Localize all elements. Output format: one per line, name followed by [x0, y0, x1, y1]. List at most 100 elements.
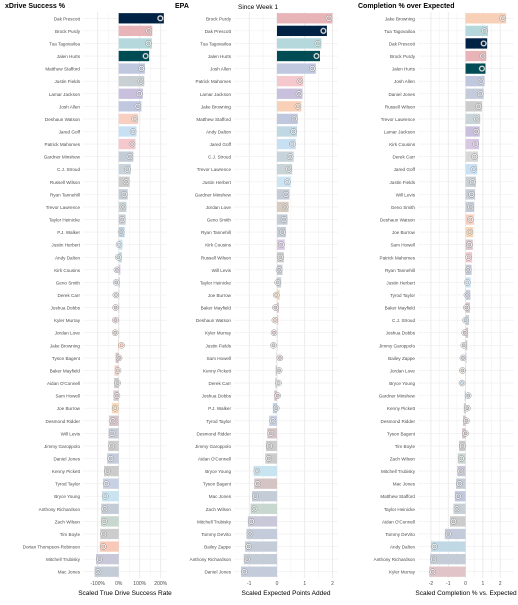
team-logo-icon — [277, 368, 281, 373]
category-label: Gardner Minshew — [195, 192, 232, 197]
category-label: Josh Allen — [59, 104, 80, 109]
category-label: Matthew Stafford — [380, 494, 415, 499]
bar — [118, 327, 120, 338]
bar — [99, 541, 119, 552]
category-label: Mac Jones — [209, 494, 232, 499]
category-label: Dak Prescott — [54, 16, 81, 21]
team-logo-icon — [110, 418, 115, 423]
x-axis-label: Scaled Completion % vs. Expected — [415, 590, 517, 597]
team-logo-icon — [327, 16, 331, 21]
bar — [118, 13, 164, 24]
team-logo-icon — [466, 255, 471, 260]
category-label: P.J. Walker — [208, 406, 231, 411]
team-logo-icon — [455, 506, 459, 511]
category-label: Tim Boyle — [395, 444, 416, 449]
category-label: Kirk Cousins — [205, 243, 231, 248]
team-logo-icon — [132, 117, 137, 121]
team-logo-icon — [279, 242, 284, 247]
x-tick-label: 200% — [154, 581, 167, 587]
category-label: Russell Wilson — [201, 255, 232, 260]
team-logo-icon — [464, 418, 469, 423]
bar — [276, 164, 293, 175]
category-label: Dak Prescott — [205, 29, 232, 34]
category-label: Kenny Pickett — [387, 406, 416, 411]
team-logo-icon — [430, 569, 435, 574]
category-label: Bryce Young — [389, 381, 415, 386]
category-label: Baker Mayfield — [50, 368, 81, 373]
bar — [243, 553, 277, 565]
category-label: Daniel Jones — [204, 570, 231, 575]
category-label: Patrick Mahomes — [380, 255, 416, 260]
category-label: Bryce Young — [54, 494, 80, 499]
team-logo-icon — [102, 519, 107, 524]
team-logo-icon — [102, 506, 107, 511]
team-logo-icon — [275, 280, 280, 285]
team-logo-icon — [116, 368, 120, 373]
team-logo-icon — [105, 469, 110, 473]
bar — [100, 528, 119, 540]
category-label: Ryan Tannehill — [201, 230, 231, 235]
bar — [118, 63, 145, 74]
team-logo-icon — [292, 117, 297, 121]
bar — [465, 126, 480, 137]
team-logo-icon — [252, 506, 256, 511]
bar — [101, 491, 119, 502]
x-tick-label: 2 — [331, 581, 334, 587]
bar — [429, 566, 466, 577]
team-logo-icon — [463, 431, 468, 436]
bar — [118, 50, 150, 62]
category-label: Dorian Thompson-Robinson — [23, 545, 81, 550]
team-logo-icon — [458, 469, 463, 473]
category-label: Derek Carr — [58, 293, 81, 298]
team-logo-icon — [462, 330, 467, 335]
bar — [118, 138, 136, 150]
team-logo-icon — [468, 217, 473, 222]
team-logo-icon — [474, 117, 479, 121]
x-tick-label: 100% — [133, 581, 146, 587]
team-logo-icon — [119, 230, 123, 234]
category-label: Lamar Jackson — [49, 92, 81, 97]
team-logo-icon — [113, 305, 118, 310]
team-logo-icon — [284, 192, 288, 197]
category-label: Tim Boyle — [60, 532, 81, 537]
team-logo-icon — [273, 318, 277, 323]
category-label: Mitchell Trubisky — [197, 519, 232, 524]
team-logo-icon — [459, 456, 464, 461]
team-logo-icon — [121, 205, 125, 209]
bar — [118, 25, 153, 37]
category-label: Aidan O'Connell — [47, 381, 80, 386]
category-label: Bailey Zappe — [204, 545, 231, 550]
bar — [276, 113, 298, 125]
category-label: Joshua Dobbs — [202, 394, 232, 399]
x-tick-label: 1 — [481, 581, 484, 587]
category-label: Jimmy Garoppolo — [195, 444, 231, 449]
bar — [276, 63, 316, 74]
category-label: Joe Burrow — [392, 230, 416, 235]
category-label: Matthew Stafford — [45, 67, 80, 72]
category-label: Kyler Murray — [389, 570, 416, 575]
team-logo-icon — [275, 393, 280, 398]
team-logo-icon — [466, 393, 471, 398]
x-tick-label: 2 — [499, 581, 502, 587]
category-label: Kenny Pickett — [52, 469, 81, 474]
category-label: Taylor Heinicke — [384, 507, 416, 512]
bar — [276, 88, 303, 99]
category-label: Trevor Lawrence — [46, 205, 81, 210]
team-logo-icon — [139, 66, 144, 71]
x-tick-label: 0% — [115, 581, 123, 587]
category-label: Kyler Murray — [54, 318, 81, 323]
team-logo-icon — [471, 167, 476, 172]
team-logo-icon — [468, 205, 473, 209]
team-logo-icon — [278, 356, 282, 360]
bar — [94, 566, 119, 577]
bar — [118, 38, 152, 49]
team-logo-icon — [473, 142, 478, 146]
category-label: Geno Smith — [391, 205, 416, 210]
category-label: Aidan O'Connell — [198, 457, 231, 462]
category-label: Jalen Hurts — [208, 54, 232, 59]
category-label: Tua Tagovailoa — [384, 29, 415, 34]
bar — [276, 176, 291, 187]
category-label: Mitchell Trubisky — [46, 557, 81, 562]
team-logo-icon — [274, 406, 279, 411]
